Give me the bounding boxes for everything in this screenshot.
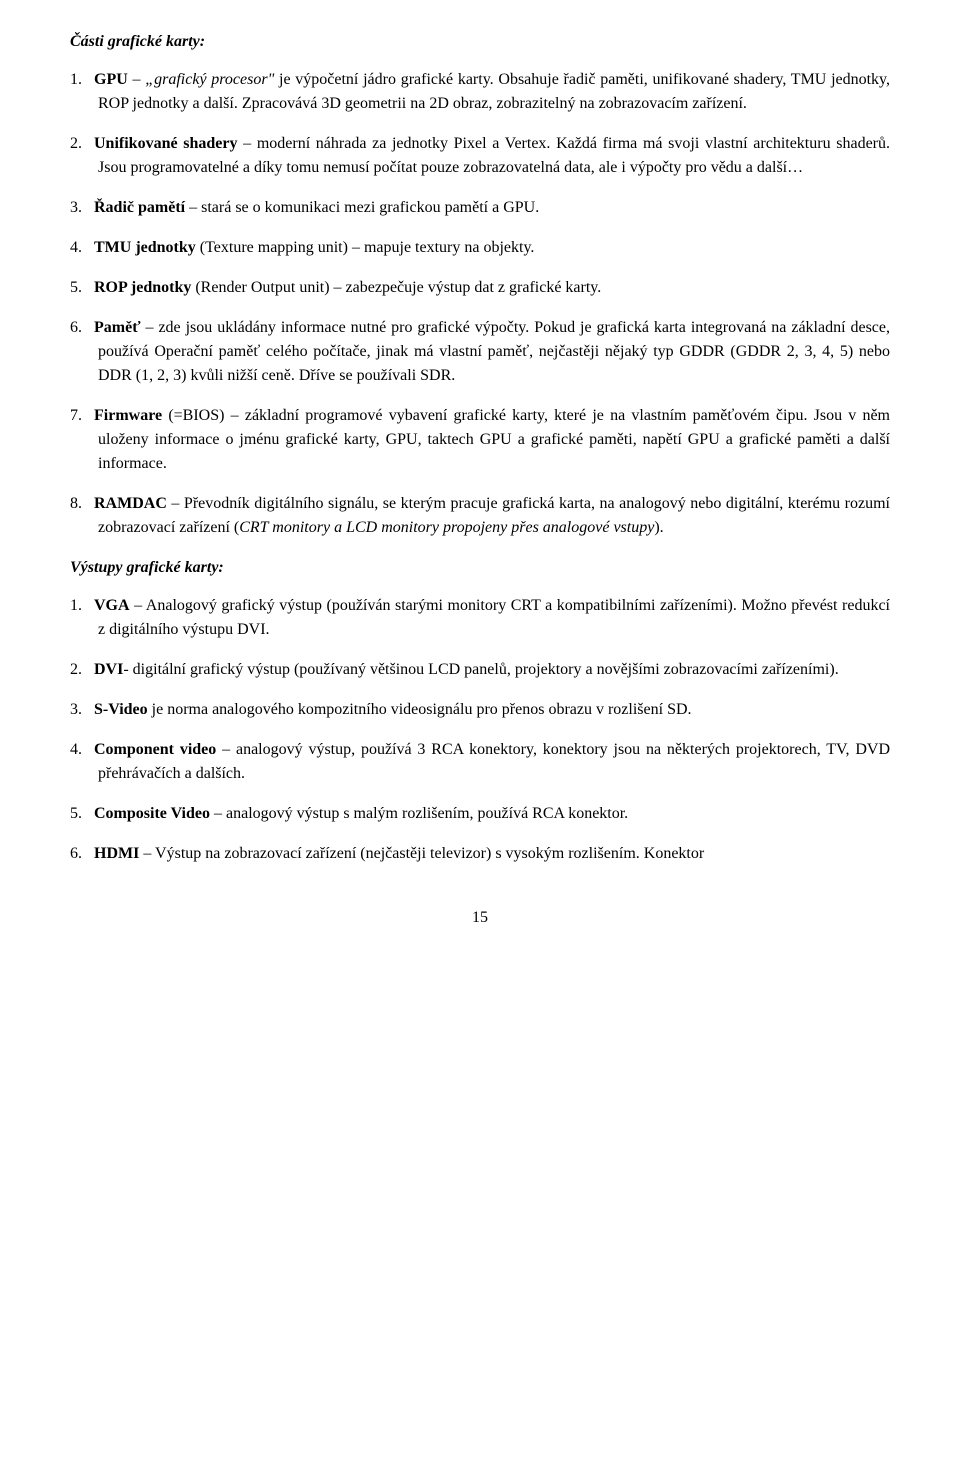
item-text: Výstup na zobrazovací zařízení (nejčastě… <box>155 845 704 862</box>
item-label: GPU <box>94 71 128 88</box>
item-label: DVI <box>94 661 123 678</box>
list-item: S-Video je norma analogového kompozitníh… <box>70 698 890 722</box>
item-text: (=BIOS) – základní programové vybavení g… <box>98 407 890 472</box>
item-label: S-Video <box>94 701 148 718</box>
item-label: Component video <box>94 741 216 758</box>
list-item: Firmware (=BIOS) – základní programové v… <box>70 404 890 476</box>
page-number: 15 <box>70 906 890 930</box>
section1-title: Části grafické karty: <box>70 30 890 54</box>
item-label: TMU jednotky <box>94 239 196 256</box>
list-item: GPU – „grafický procesor" je výpočetní j… <box>70 68 890 116</box>
item-text: stará se o komunikaci mezi grafickou pam… <box>201 199 539 216</box>
list-item: HDMI – Výstup na zobrazovací zařízení (n… <box>70 842 890 866</box>
list-item: TMU jednotky (Texture mapping unit) – ma… <box>70 236 890 260</box>
item-label: RAMDAC <box>94 495 167 512</box>
list-item: ROP jednotky (Render Output unit) – zabe… <box>70 276 890 300</box>
item-label: HDMI <box>94 845 139 862</box>
item-sep: – <box>237 135 256 152</box>
item-text-italic: „grafický procesor" <box>145 71 274 88</box>
item-sep: – <box>141 319 159 336</box>
item-text: zde jsou ukládány informace nutné pro gr… <box>98 319 890 384</box>
item-sep: – <box>139 845 155 862</box>
item-sep: – <box>185 199 201 216</box>
item-text: (Render Output unit) – zabezpečuje výstu… <box>195 279 601 296</box>
item-label: VGA <box>94 597 130 614</box>
item-label: Unifikované shadery <box>94 135 237 152</box>
item-text: analogový výstup s malým rozlišením, pou… <box>226 805 628 822</box>
list-item: RAMDAC – Převodník digitálního signálu, … <box>70 492 890 540</box>
item-text: (Texture mapping unit) – mapuje textury … <box>200 239 535 256</box>
item-label: ROP jednotky <box>94 279 191 296</box>
item-sep: – <box>128 71 145 88</box>
item-sep: – <box>210 805 226 822</box>
item-sep: – <box>167 495 184 512</box>
item-text-tail: ). <box>654 519 663 536</box>
item-sep: – <box>216 741 236 758</box>
list-item: Paměť – zde jsou ukládány informace nutn… <box>70 316 890 388</box>
list-item: Unifikované shadery – moderní náhrada za… <box>70 132 890 180</box>
list-item: Composite Video – analogový výstup s mal… <box>70 802 890 826</box>
item-sep: - <box>123 661 132 678</box>
list-item: VGA – Analogový grafický výstup (používá… <box>70 594 890 642</box>
item-text: je norma analogového kompozitního videos… <box>152 701 692 718</box>
item-label: Firmware <box>94 407 162 424</box>
section2-title: Výstupy grafické karty: <box>70 556 890 580</box>
section2-list: VGA – Analogový grafický výstup (používá… <box>70 594 890 866</box>
item-label: Řadič pamětí <box>94 199 185 216</box>
item-label: Composite Video <box>94 805 210 822</box>
item-sep: – <box>130 597 146 614</box>
item-text-italic: CRT monitory a LCD monitory propojeny př… <box>239 519 654 536</box>
item-label: Paměť <box>94 319 141 336</box>
list-item: Component video – analogový výstup, použ… <box>70 738 890 786</box>
list-item: DVI- digitální grafický výstup (používan… <box>70 658 890 682</box>
item-text: digitální grafický výstup (používaný vět… <box>133 661 839 678</box>
list-item: Řadič pamětí – stará se o komunikaci mez… <box>70 196 890 220</box>
item-text: Analogový grafický výstup (používán star… <box>98 597 890 638</box>
section1-list: GPU – „grafický procesor" je výpočetní j… <box>70 68 890 540</box>
